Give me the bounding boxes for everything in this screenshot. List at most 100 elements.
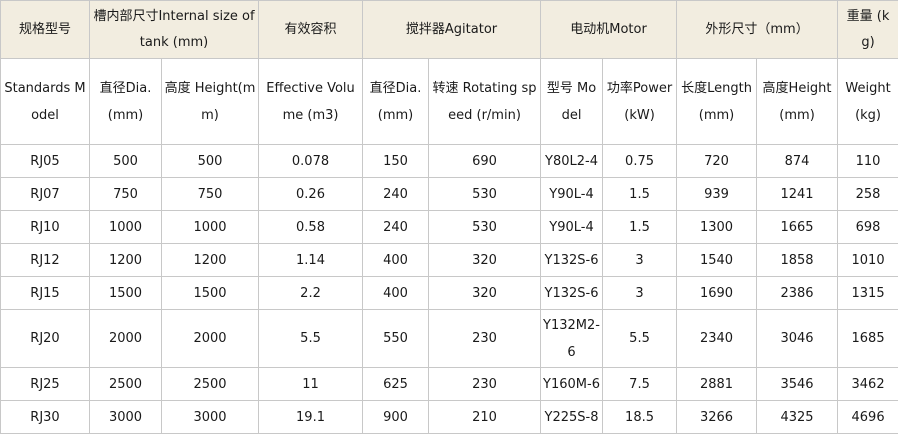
table-cell: 1858 — [756, 243, 839, 277]
table-cell: 530 — [428, 177, 542, 211]
table-row: RJ07 750 750 0.26 240 530 Y90L-4 1.5 939… — [0, 177, 898, 211]
table-cell: 2000 — [89, 309, 162, 368]
table-cell: 320 — [428, 243, 542, 277]
header-effective-volume: 有效容积 — [258, 0, 364, 59]
table-body: 规格型号 槽内部尺寸Internal size of tank (mm) 有效容… — [0, 0, 898, 434]
header-row-primary: 规格型号 槽内部尺寸Internal size of tank (mm) 有效容… — [0, 0, 898, 59]
table-cell: 5.5 — [258, 309, 364, 368]
table-cell: 240 — [362, 210, 430, 244]
table-cell: 3000 — [160, 400, 260, 434]
subheader-height: 高度Height (mm) — [756, 58, 839, 145]
table-cell: 1690 — [676, 276, 758, 310]
subheader-weight: Weight (kg) — [837, 58, 898, 145]
table-cell: 210 — [428, 400, 542, 434]
table-cell: 3 — [602, 243, 678, 277]
table-cell: 1315 — [837, 276, 898, 310]
table-cell: 750 — [160, 177, 260, 211]
table-row: RJ20 2000 2000 5.5 550 230 Y132M2-6 5.5 … — [0, 309, 898, 368]
table-cell: 5.5 — [602, 309, 678, 368]
table-cell: RJ05 — [0, 144, 90, 178]
table-cell: 4696 — [837, 400, 898, 434]
subheader-rotating-speed: 转速 Rotating speed (r/min) — [428, 58, 542, 145]
table-cell: 1540 — [676, 243, 758, 277]
header-row-secondary: Standards Model 直径Dia. (mm) 高度 Height(mm… — [0, 58, 898, 145]
table-cell: 1000 — [89, 210, 162, 244]
header-internal-size: 槽内部尺寸Internal size of tank (mm) — [88, 0, 260, 59]
table-row: RJ05 500 500 0.078 150 690 Y80L2-4 0.75 … — [0, 144, 898, 178]
table-cell: 3 — [602, 276, 678, 310]
table-cell: 3266 — [676, 400, 758, 434]
table-cell: Y80L2-4 — [540, 144, 604, 178]
subheader-tank-height: 高度 Height(mm) — [160, 58, 260, 145]
table-cell: 3000 — [89, 400, 162, 434]
header-agitator: 搅拌器Agitator — [362, 0, 542, 59]
table-cell: 2881 — [676, 367, 758, 401]
table-cell: 150 — [362, 144, 430, 178]
table-row: RJ10 1000 1000 0.58 240 530 Y90L-4 1.5 1… — [0, 210, 898, 244]
table-cell: 1685 — [837, 309, 898, 368]
table-cell: RJ12 — [0, 243, 90, 277]
table-cell: 900 — [362, 400, 430, 434]
table-cell: 698 — [837, 210, 898, 244]
table-cell: 1500 — [160, 276, 260, 310]
table-cell: 1200 — [89, 243, 162, 277]
table-cell: 230 — [428, 367, 542, 401]
table-cell: 2500 — [89, 367, 162, 401]
table-cell: 530 — [428, 210, 542, 244]
table-cell: 400 — [362, 243, 430, 277]
table-cell: 2.2 — [258, 276, 364, 310]
table-cell: Y132S-6 — [540, 276, 604, 310]
table-cell: 1.5 — [602, 177, 678, 211]
table-cell: 0.75 — [602, 144, 678, 178]
table-cell: 110 — [837, 144, 898, 178]
table-cell: 1300 — [676, 210, 758, 244]
table-cell: 720 — [676, 144, 758, 178]
table-cell: Y132S-6 — [540, 243, 604, 277]
table-cell: 240 — [362, 177, 430, 211]
subheader-effective-volume: Effective Volume (m3) — [258, 58, 364, 145]
header-motor: 电动机Motor — [540, 0, 678, 59]
table-row: RJ15 1500 1500 2.2 400 320 Y132S-6 3 169… — [0, 276, 898, 310]
table-cell: 500 — [89, 144, 162, 178]
table-cell: 3546 — [756, 367, 839, 401]
subheader-length: 长度Length (mm) — [676, 58, 758, 145]
table-cell: RJ15 — [0, 276, 90, 310]
table-cell: 3462 — [837, 367, 898, 401]
table-row: RJ30 3000 3000 19.1 900 210 Y225S-8 18.5… — [0, 400, 898, 434]
specification-table: 规格型号 槽内部尺寸Internal size of tank (mm) 有效容… — [0, 0, 898, 434]
table-cell: 1241 — [756, 177, 839, 211]
table-cell: 400 — [362, 276, 430, 310]
table-cell: 258 — [837, 177, 898, 211]
table-cell: Y90L-4 — [540, 210, 604, 244]
table-cell: 0.58 — [258, 210, 364, 244]
subheader-motor-model: 型号 Model — [540, 58, 604, 145]
table-cell: 874 — [756, 144, 839, 178]
table-cell: RJ10 — [0, 210, 90, 244]
table-cell: 939 — [676, 177, 758, 211]
table-row: RJ12 1200 1200 1.14 400 320 Y132S-6 3 15… — [0, 243, 898, 277]
header-weight: 重量 (kg) — [837, 0, 898, 59]
table-cell: 4325 — [756, 400, 839, 434]
subheader-tank-diameter: 直径Dia. (mm) — [89, 58, 162, 145]
table-cell: 2340 — [676, 309, 758, 368]
table-cell: 625 — [362, 367, 430, 401]
table-cell: 1.14 — [258, 243, 364, 277]
table-cell: Y160M-6 — [540, 367, 604, 401]
table-cell: RJ30 — [0, 400, 90, 434]
subheader-standards-model: Standards Model — [0, 58, 90, 145]
table-cell: 1010 — [837, 243, 898, 277]
table-cell: 2386 — [756, 276, 839, 310]
table-cell: RJ07 — [0, 177, 90, 211]
table-cell: 18.5 — [602, 400, 678, 434]
table-row: RJ25 2500 2500 11 625 230 Y160M-6 7.5 28… — [0, 367, 898, 401]
header-dimensions: 外形尺寸（mm） — [676, 0, 839, 59]
header-model: 规格型号 — [0, 0, 90, 59]
table-cell: RJ25 — [0, 367, 90, 401]
table-cell: 750 — [89, 177, 162, 211]
table-cell: RJ20 — [0, 309, 90, 368]
table-cell: 11 — [258, 367, 364, 401]
table-cell: 320 — [428, 276, 542, 310]
table-cell: 230 — [428, 309, 542, 368]
table-cell: 690 — [428, 144, 542, 178]
table-cell: 1500 — [89, 276, 162, 310]
